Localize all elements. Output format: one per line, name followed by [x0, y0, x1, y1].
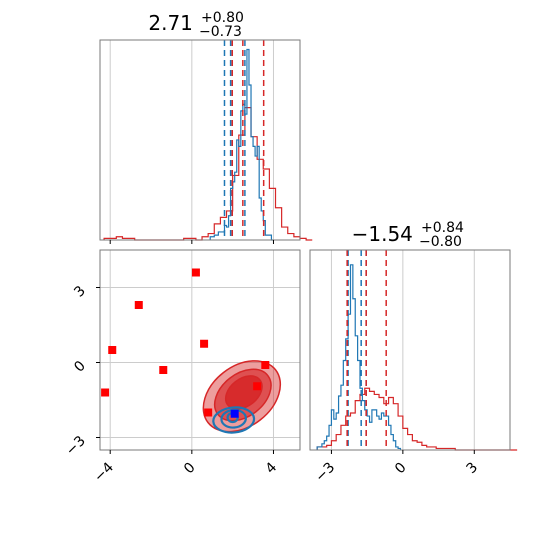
hist-top-ticks: [109, 240, 274, 244]
scatter-x-tick-label: 4: [263, 459, 281, 477]
red-square-marker: [253, 382, 262, 391]
title-1-plus: +0.80: [201, 10, 244, 26]
hist-right-tick-label: 3: [463, 460, 481, 478]
scatter-y-tick-label: 0: [71, 358, 89, 376]
title-param-1: 2.71 +0.80 −0.73: [148, 7, 249, 40]
red-square-marker: [134, 301, 143, 309]
hist-right-panel: −3 0 3 −1.54 +0.84 −0.80: [309, 217, 518, 485]
red-contour: [224, 375, 263, 410]
hist-top-grid: [109, 40, 274, 240]
scatter-frame: [100, 250, 300, 450]
hist-top-frame: [100, 40, 300, 240]
red-square-marker: [261, 361, 270, 369]
title-param-2: −1.54 +0.84 −0.80: [352, 217, 469, 250]
title-2-minus: −0.80: [419, 234, 462, 250]
hist-right-tick-label: 0: [392, 460, 410, 478]
scatter-y-tick-label: −3: [63, 433, 89, 459]
scatter-x-tick-label: 0: [181, 460, 199, 478]
scatter-points: [101, 268, 270, 418]
hist-right-quantiles: [346, 250, 387, 450]
title-1-minus: −0.73: [199, 24, 242, 40]
scatter-y-tick-label: 3: [71, 283, 89, 301]
hist-right-blue-step: [316, 264, 402, 450]
hist-top-quantiles: [223, 40, 265, 240]
scatter-x-tick-label: −4: [91, 459, 117, 485]
red-square-marker: [159, 366, 168, 374]
red-square-marker: [108, 346, 117, 354]
scatter-contours: [202, 360, 282, 434]
blue-contour: [212, 406, 256, 434]
hist-right-ticks: −3 0 3: [312, 450, 481, 485]
title-2-value: −1.54: [352, 222, 413, 246]
red-square-marker: [191, 268, 200, 277]
red-square-marker: [204, 408, 213, 417]
red-square-marker: [200, 339, 209, 348]
title-1-value: 2.71: [148, 11, 193, 35]
blue-square-marker: [230, 409, 239, 418]
hist-right-tick-label: −3: [312, 460, 338, 486]
hist-top-border: [99, 39, 301, 241]
red-square-marker: [101, 388, 110, 397]
hist-right-frame: [310, 250, 510, 450]
title-2-plus: +0.84: [421, 220, 464, 236]
scatter-panel: −4 0 4 −3 0 3: [63, 249, 301, 485]
scatter-border: [99, 249, 301, 451]
hist-right-border: [309, 249, 511, 451]
hist-top-panel: 2.71 +0.80 −0.73: [99, 7, 313, 244]
